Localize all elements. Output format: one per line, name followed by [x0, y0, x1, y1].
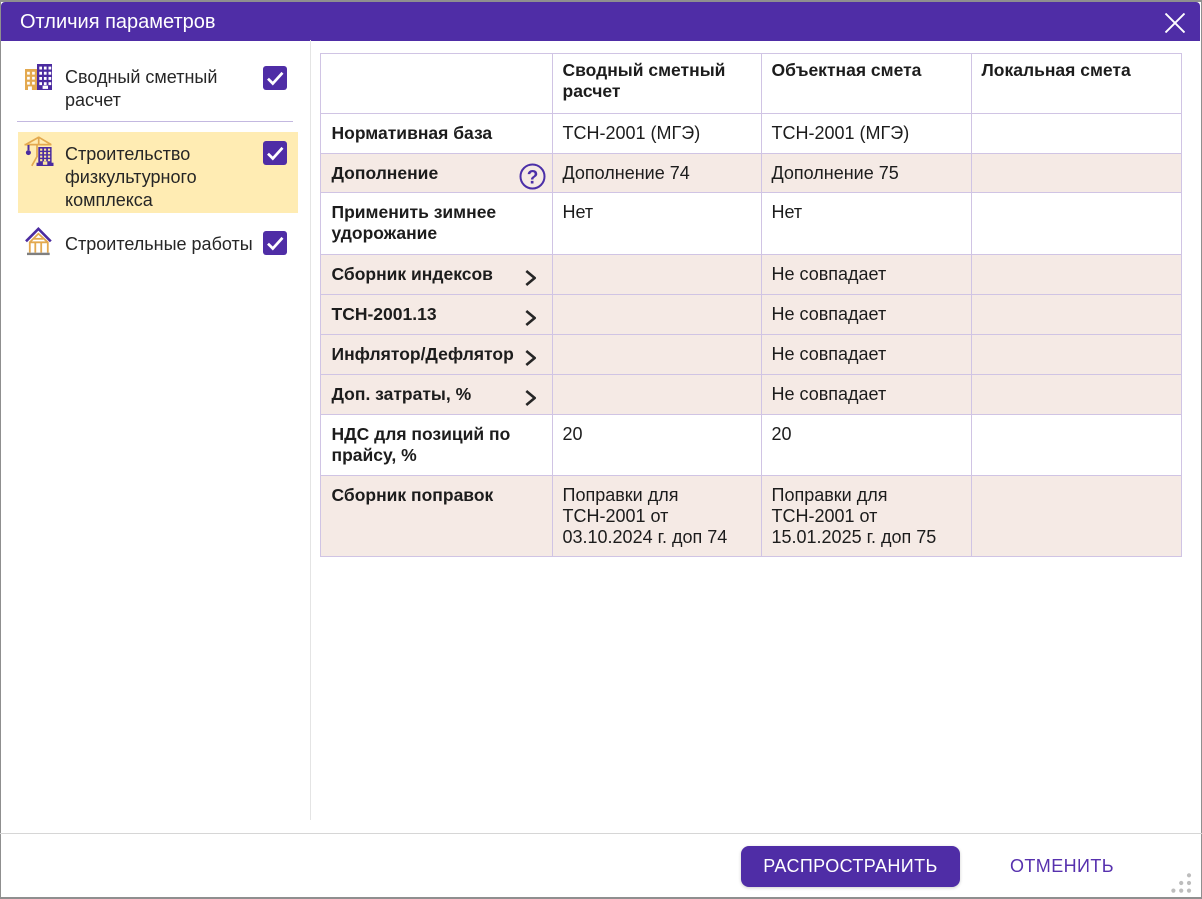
svg-text:?: ?: [527, 167, 539, 188]
